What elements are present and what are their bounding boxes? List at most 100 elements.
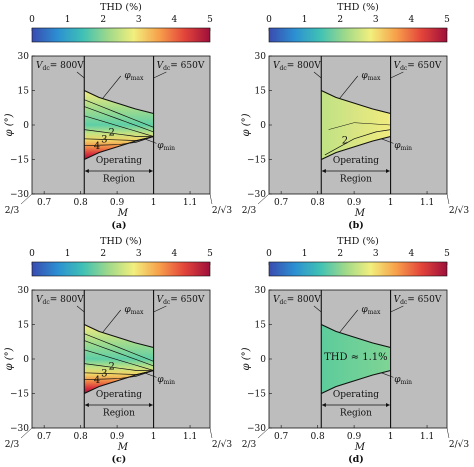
y-tick-label: −15 (247, 156, 266, 166)
vdc-right-label: Vdc= 650V (157, 61, 205, 72)
x-tick-label: 0.7 (37, 432, 52, 442)
x-tick-label: 0.7 (274, 432, 289, 442)
x-end-tick (209, 427, 213, 439)
panel-d: THD (%) 0 1 2 3 4 5 THD ≈ 1.1% 0.7 0.8 0.9 1 1.1 −30 −… (241, 236, 469, 465)
contour-label: 2 (108, 127, 114, 138)
panel-label: (c) (112, 454, 127, 465)
contour-line (84, 115, 154, 137)
colorbar-tick-label: 3 (136, 15, 142, 25)
contour-line (84, 136, 154, 147)
contour-line (84, 370, 154, 381)
x-end-label-left: 2/3 (242, 206, 257, 216)
x-tick-label: 0.8 (310, 432, 325, 442)
x-end-label-left: 2/3 (5, 206, 20, 216)
leader-line (381, 372, 394, 378)
contour-label: 4 (94, 141, 100, 152)
colorbar-tick-label: 1 (65, 249, 71, 259)
phi-max-curve (321, 324, 391, 349)
x-tick-label: 0.8 (310, 198, 325, 208)
contour-label: 3 (101, 368, 107, 379)
y-tick-label: −15 (10, 390, 29, 400)
leader-line (313, 305, 322, 313)
colorbar-title: THD (%) (337, 236, 379, 247)
phi-max-curve (84, 324, 154, 349)
operating-region-fill (321, 90, 391, 160)
operating-region-label: Operating (96, 390, 142, 400)
y-tick-label: 30 (255, 52, 267, 62)
leader-line (76, 305, 85, 313)
leader-line (76, 71, 85, 79)
y-tick-label: 30 (18, 52, 30, 62)
phi-min-curve (321, 369, 391, 394)
colorbar-tick-label: 2 (100, 15, 106, 25)
y-axis-label: φ (°) (4, 347, 15, 370)
x-tick-label: 1.1 (183, 432, 197, 442)
leader-line (390, 305, 404, 313)
x-tick-label: 1 (151, 432, 157, 442)
colorbar-tick-label: 4 (172, 15, 178, 25)
colorbar-tick-label: 5 (444, 249, 450, 259)
x-tick-label: 0.8 (73, 432, 88, 442)
x-tick-label: 1.1 (183, 198, 197, 208)
operating-region-label: Operating (333, 156, 379, 166)
contour-label: 3 (101, 134, 107, 145)
colorbar-tick-label: 5 (207, 15, 213, 25)
x-axis-label: M (117, 442, 129, 453)
x-tick-label: 0.8 (73, 198, 88, 208)
colorbar-title: THD (%) (100, 2, 142, 13)
phi-min-label: φmin (157, 375, 175, 386)
x-end-label-left: 2/3 (5, 440, 20, 450)
panel-label: (b) (348, 220, 364, 231)
operating-region-fill (84, 324, 154, 394)
y-tick-label: −30 (10, 424, 29, 434)
contour-label: 4 (94, 375, 100, 386)
leader-line (102, 309, 121, 333)
leader-line (381, 138, 394, 144)
x-tick-label: 0.7 (274, 198, 289, 208)
y-tick-label: 0 (260, 121, 266, 131)
colorbar-tick-label: 0 (266, 15, 272, 25)
colorbar-tick-label: 1 (302, 15, 308, 25)
colorbar-title: THD (%) (337, 2, 379, 13)
vdc-right-label: Vdc= 650V (157, 295, 205, 306)
x-tick-label: 1 (388, 432, 394, 442)
contour-line (84, 106, 154, 133)
phi-max-label: φmax (124, 305, 144, 316)
x-end-tick (20, 193, 33, 205)
y-tick-label: −15 (247, 390, 266, 400)
colorbar-tick-label: 2 (100, 249, 106, 259)
colorbar (268, 261, 448, 277)
colorbar-tick-label: 1 (65, 15, 71, 25)
operating-region-label: Region (103, 408, 135, 418)
vdc-right-label: Vdc= 650V (394, 61, 442, 72)
thd-annotation: THD ≈ 1.1% (324, 352, 388, 363)
colorbar-tick-label: 5 (444, 15, 450, 25)
colorbar-tick-label: 3 (136, 249, 142, 259)
contour-label: 2 (108, 361, 114, 372)
x-axis-label: M (354, 208, 366, 219)
y-tick-label: 30 (255, 286, 267, 296)
operating-region-label: Region (340, 174, 372, 184)
contour-line (84, 363, 154, 371)
x-end-tick (257, 193, 270, 205)
x-tick-label: 1.1 (420, 432, 434, 442)
x-end-label-right: 2/√3 (449, 439, 469, 450)
vdc-left-label: Vdc= 800V (36, 295, 84, 306)
colorbar-tick-label: 0 (29, 15, 35, 25)
panel-b: THD (%) 0 1 2 3 4 5 2 0.7 0.8 0.9 1 1.1 −30 −15 0 15 30 2/… (241, 2, 469, 231)
phi-max-label: φmax (361, 305, 381, 316)
contour-line (84, 99, 154, 128)
contour-line (328, 122, 391, 130)
y-axis-label: φ (°) (4, 113, 15, 136)
colorbar-tick-label: 0 (266, 249, 272, 259)
contour-line (324, 129, 391, 156)
x-end-tick (446, 193, 450, 205)
phi-max-curve (321, 90, 391, 115)
y-axis-label: φ (°) (241, 113, 252, 136)
y-tick-label: 15 (18, 321, 30, 331)
colorbar-tick-label: 1 (302, 249, 308, 259)
x-tick-label: 1 (388, 198, 394, 208)
colorbar-tick-label: 2 (337, 15, 343, 25)
